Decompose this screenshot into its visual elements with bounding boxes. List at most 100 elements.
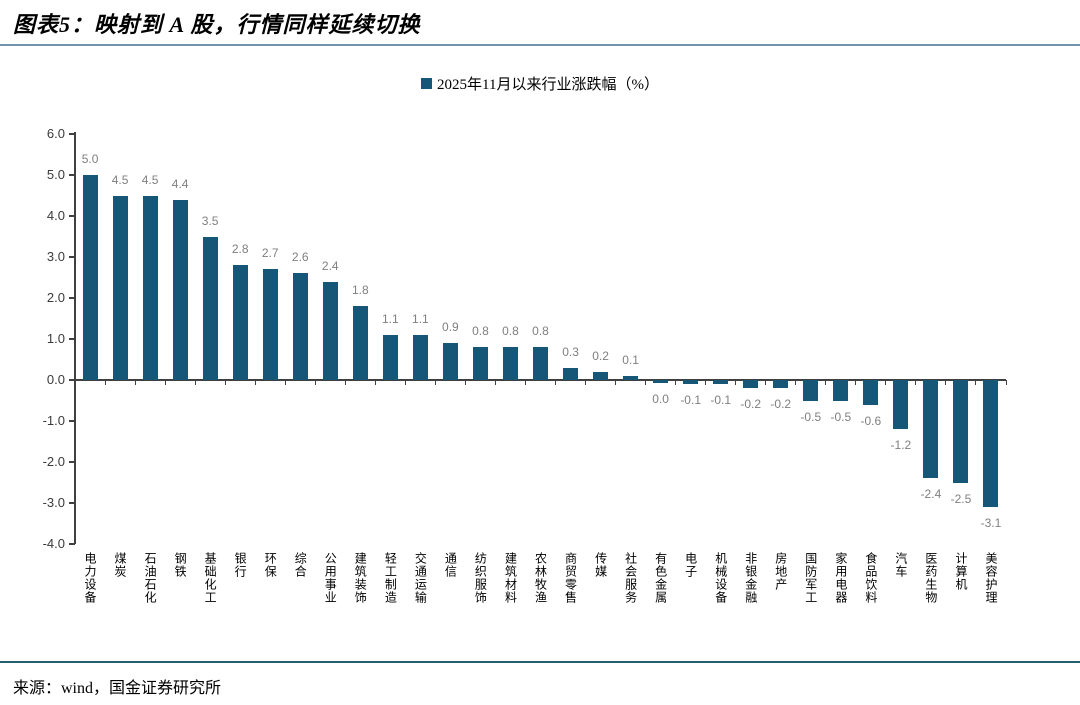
bar-value-label: 1.1 — [412, 311, 429, 326]
x-axis-category-label: 银行 — [233, 552, 248, 578]
bar — [352, 306, 368, 380]
bar-value-label: 2.7 — [261, 246, 279, 261]
bar — [653, 380, 669, 383]
y-axis-tick — [69, 215, 75, 217]
x-axis-category-label: 商贸零售 — [563, 552, 578, 604]
y-axis-tick-label: -4.0 — [42, 536, 65, 551]
y-axis-tick-label: 1.0 — [46, 331, 65, 346]
x-axis-category-label: 房地产 — [773, 552, 788, 591]
x-axis-tick — [344, 380, 346, 385]
bar — [593, 371, 609, 380]
x-axis-tick — [284, 380, 286, 385]
x-axis-category-label: 公用事业 — [323, 552, 338, 604]
x-axis-category-label: 交通运输 — [413, 552, 428, 604]
x-axis-tick — [645, 380, 647, 385]
bar-value-label: 3.5 — [201, 213, 219, 228]
x-axis-tick — [74, 380, 76, 385]
y-axis-tick — [69, 420, 75, 422]
y-axis-tick-label: 2.0 — [46, 290, 65, 305]
x-axis-tick — [975, 380, 977, 385]
bar — [533, 347, 548, 380]
x-axis-tick — [1005, 380, 1007, 385]
bar-value-label: 1.8 — [351, 283, 369, 298]
y-axis-tick — [69, 461, 75, 463]
x-axis-category-label: 电力设备 — [83, 552, 98, 604]
figure-title: 图表5：映射到 A 股，行情同样延续切换 — [13, 12, 421, 37]
x-axis-tick — [314, 380, 316, 385]
x-axis-tick — [404, 380, 406, 385]
y-axis-tick-label: 6.0 — [46, 126, 65, 141]
bar-value-label: 4.5 — [111, 172, 129, 187]
bar-value-label: 0.1 — [622, 352, 639, 367]
x-axis-category-label: 社会服务 — [623, 552, 638, 604]
x-axis-category-label: 煤炭 — [113, 552, 128, 578]
x-axis-tick — [555, 380, 557, 385]
bar — [232, 265, 248, 380]
x-axis-tick — [524, 380, 526, 385]
x-axis-tick — [915, 380, 917, 385]
bar-value-label: -0.5 — [800, 409, 822, 424]
x-axis-category-label: 美容护理 — [983, 552, 998, 604]
bar — [262, 269, 278, 380]
y-axis-tick-label: 3.0 — [46, 249, 65, 264]
y-axis-tick — [69, 256, 75, 258]
legend-swatch-icon — [421, 77, 433, 89]
x-axis-tick — [104, 380, 106, 385]
y-axis-line — [74, 132, 76, 544]
y-axis-tick-label: -3.0 — [42, 495, 65, 510]
bar — [172, 199, 188, 380]
x-axis-category-label: 环保 — [263, 552, 278, 578]
bar-value-label: -0.2 — [770, 397, 792, 412]
bar — [893, 380, 909, 430]
bar-value-label: -0.6 — [860, 413, 882, 428]
bar-value-label: -3.1 — [980, 516, 1002, 531]
bar — [563, 367, 579, 380]
bar — [773, 380, 789, 389]
x-axis-category-label: 基础化工 — [203, 552, 218, 604]
x-axis-tick — [675, 380, 677, 385]
bar-value-label: 0.2 — [592, 348, 609, 363]
bar — [983, 380, 999, 508]
x-axis-category-label: 国防军工 — [803, 552, 818, 604]
bar-value-label: 5.0 — [81, 152, 99, 166]
bar-value-label: 2.8 — [231, 242, 249, 257]
x-axis-category-label: 电子 — [683, 552, 698, 578]
x-axis-tick — [585, 380, 587, 385]
legend-label: 2025年11月以来行业涨跌幅（%） — [437, 76, 659, 93]
bar — [382, 334, 398, 380]
bar-value-label: 0.8 — [472, 324, 489, 339]
x-axis-category-label: 家用电器 — [833, 552, 848, 604]
bar-chart-plot-area: 6.0 5.0 4.0 3.0 2.0 1.0 0.0 -1.0 -2.0 -3.0 -4.0 5.0… — [43, 126, 1007, 604]
y-axis-tick-label: 5.0 — [46, 167, 65, 182]
bar — [202, 236, 218, 380]
x-axis-category-label: 农林牧渔 — [533, 552, 548, 604]
bar — [82, 175, 98, 380]
x-axis-tick — [374, 380, 376, 385]
bar — [683, 380, 699, 385]
x-axis-category-label: 钢铁 — [173, 552, 188, 578]
x-axis-tick — [945, 380, 947, 385]
bar — [472, 347, 488, 380]
x-axis-tick — [134, 380, 136, 385]
bar-value-label: 1.1 — [381, 311, 399, 326]
x-axis-category-label: 纺织服饰 — [473, 552, 488, 604]
x-axis-category-label: 建筑材料 — [503, 552, 518, 604]
x-axis-category-label: 轻工制造 — [383, 552, 398, 604]
x-axis-tick — [825, 380, 827, 385]
bar — [743, 380, 759, 389]
x-axis-category-label: 机械设备 — [713, 552, 728, 604]
bar — [502, 347, 518, 380]
bar — [292, 273, 308, 380]
y-axis-tick — [69, 502, 75, 504]
bar-value-label: -0.5 — [830, 409, 852, 424]
bar — [442, 343, 458, 380]
x-axis-category-label: 建筑装饰 — [353, 552, 368, 604]
chart-legend: 2025年11月以来行业涨跌幅（%） — [0, 72, 1080, 94]
x-axis-category-label: 综合 — [293, 552, 308, 578]
y-axis-tick — [69, 133, 75, 135]
x-axis-category-label: 非银金融 — [743, 552, 758, 604]
bar-value-label: 0.8 — [532, 324, 549, 339]
bar-value-label: -0.1 — [680, 393, 701, 408]
x-axis-tick — [705, 380, 707, 385]
